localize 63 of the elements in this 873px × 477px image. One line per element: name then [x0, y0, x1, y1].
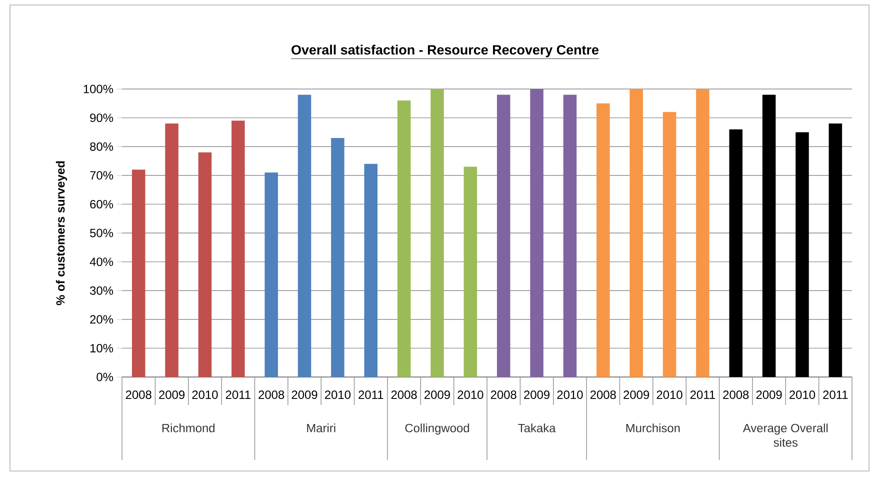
y-tick-label: 70% [90, 171, 114, 180]
bar [662, 112, 676, 377]
x-tick-label: 2011 [690, 390, 715, 399]
x-tick-label: 2008 [391, 390, 417, 399]
bar [165, 124, 178, 377]
bar [828, 124, 842, 377]
x-tick-label: 2009 [524, 390, 550, 399]
x-tick-label: 2010 [192, 390, 218, 399]
bar [696, 88, 710, 377]
bar [496, 94, 510, 377]
x-tick-label: 2009 [292, 390, 318, 399]
x-tick-label: 2011 [823, 390, 848, 399]
x-tick-label: 2011 [226, 390, 250, 399]
y-tick-label: 30% [90, 286, 114, 295]
y-tick-label: 100% [84, 84, 114, 94]
x-tick-label: 2009 [159, 390, 184, 399]
bar [796, 132, 809, 377]
x-tick-label: 2009 [756, 390, 782, 399]
x-tick-label: 2008 [126, 390, 152, 399]
bar [264, 172, 278, 377]
text: Average Overall sites [742, 424, 828, 447]
bar [430, 88, 444, 377]
bar [630, 88, 643, 377]
x-tick-label: 2009 [624, 390, 650, 399]
text: Mariri [307, 424, 336, 432]
bar [232, 120, 245, 377]
x-tick-label: 2009 [424, 390, 450, 399]
x-tick-label: 2008 [490, 390, 516, 399]
bar [464, 166, 478, 377]
x-tick-label: 2010 [790, 390, 816, 399]
x-tick-label: 2008 [723, 390, 749, 399]
bar [298, 94, 312, 377]
x-tick-label: 2010 [324, 390, 351, 399]
bar [729, 129, 743, 377]
y-tick-label: 20% [90, 315, 114, 324]
text: Collingwood [405, 424, 470, 435]
bar [762, 94, 776, 377]
text: Richmond [162, 424, 214, 432]
x-tick-label: 2011 [358, 390, 384, 399]
y-tick-label: 0% [96, 372, 114, 382]
bar [596, 103, 610, 377]
bar [132, 170, 146, 377]
bar [563, 94, 577, 377]
y-tick-label: 10% [90, 344, 114, 352]
bar [397, 100, 411, 377]
x-tick-label: 2010 [656, 390, 682, 399]
bar [530, 88, 544, 377]
x-tick-label: 2010 [458, 390, 484, 399]
x-tick-label: 2008 [258, 390, 284, 399]
bar [331, 138, 344, 377]
text: Takaka [518, 424, 556, 432]
text: Murchison [626, 424, 680, 432]
y-tick-label: 40% [90, 258, 114, 266]
chart-title: Overall satisfaction - Resource Recovery Centre [292, 44, 598, 58]
y-axis-title: % of customers surveyed [56, 161, 68, 306]
bar [198, 152, 212, 377]
bar [364, 164, 378, 377]
y-tick-label: 50% [90, 228, 114, 238]
y-tick-label: 80% [90, 142, 114, 151]
x-tick-label: 2008 [590, 390, 616, 399]
x-tick-label: 2010 [557, 390, 583, 399]
y-tick-label: 60% [90, 200, 114, 208]
y-tick-label: 90% [90, 114, 114, 122]
